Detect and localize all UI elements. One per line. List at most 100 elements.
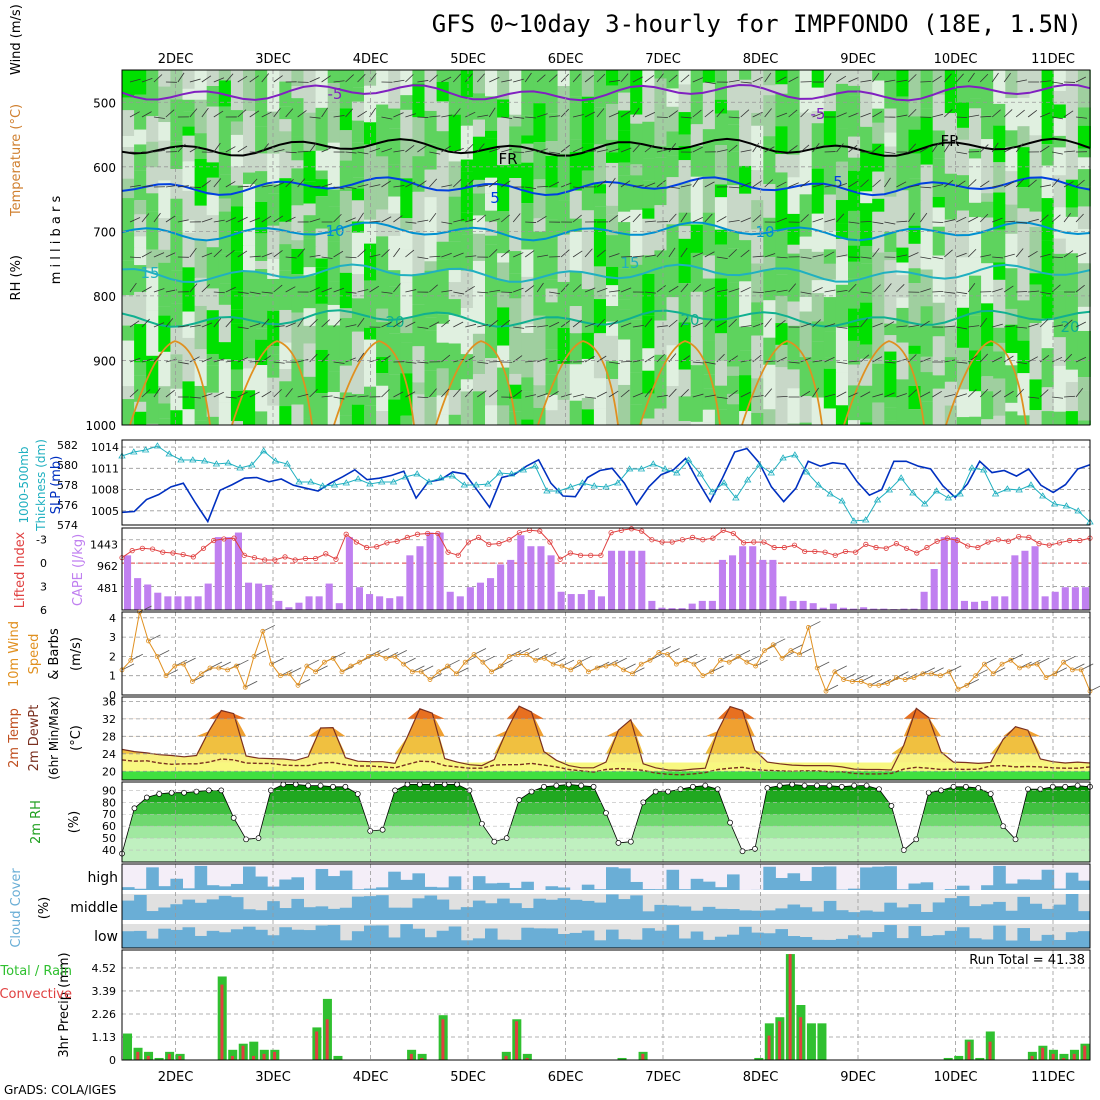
cloud-cover-cell: [690, 878, 704, 890]
rh-cell: [170, 270, 184, 304]
wind-barb: [632, 184, 644, 188]
wind-barb: [608, 320, 619, 328]
rh-cell: [593, 206, 607, 219]
cloud-cover-cell: [279, 879, 292, 890]
wind-barb: [537, 185, 549, 188]
precip-tick-label: 0: [109, 1054, 116, 1067]
li-marker: [832, 552, 838, 558]
cape-bar: [436, 532, 444, 610]
wind-barb: [788, 182, 799, 188]
wind-barb: [824, 72, 832, 83]
rh-cell: [630, 70, 644, 115]
wind-barb: [548, 181, 560, 188]
rh-cell: [727, 321, 741, 367]
thickness-marker: [354, 475, 362, 482]
cape-bar: [376, 596, 384, 610]
rh-cell: [811, 213, 825, 252]
cape-bar: [305, 596, 313, 610]
precip-total-bar: [954, 1055, 964, 1060]
rh-cell: [230, 290, 244, 310]
wind-speed-marker: [700, 673, 706, 679]
li-marker: [588, 552, 594, 558]
cape-bar: [517, 535, 525, 610]
rh-cell: [884, 351, 898, 398]
rh-cell: [327, 281, 341, 305]
wind-barb: [405, 144, 415, 153]
wind-barb: [333, 318, 342, 328]
rh-cell: [557, 70, 571, 87]
rh-cell: [848, 385, 862, 421]
thickness-marker: [200, 457, 209, 464]
rh-cell: [993, 351, 1007, 379]
precip-convective-bar: [1083, 1045, 1087, 1060]
wind-barb: [417, 80, 429, 83]
wind-barb: [129, 389, 139, 398]
cloud-cover-cell: [158, 928, 171, 948]
rh-cell: [1005, 146, 1019, 172]
thickness-marker: [802, 468, 811, 475]
rh-cell: [981, 263, 995, 304]
wind-barb: [393, 112, 404, 118]
li-marker: [1067, 537, 1073, 544]
wind-barb: [776, 395, 788, 398]
li-marker: [282, 554, 288, 560]
rh-cell: [1065, 411, 1079, 425]
rh-cell: [690, 394, 704, 422]
bottom-date-label: 10DEC: [934, 1070, 978, 1085]
cloud-cover-cell: [315, 906, 329, 920]
rh-cell: [388, 196, 402, 214]
rh-cell: [1017, 147, 1031, 188]
rh-cell: [122, 386, 136, 400]
wind-barb: [1015, 388, 1025, 398]
rh-cell: [714, 278, 728, 292]
rh-cell: [787, 154, 801, 178]
rh-cell: [981, 115, 995, 140]
cloud-cover-cell: [206, 899, 220, 920]
wind-speed-marker: [339, 669, 345, 675]
wind-barb: [608, 361, 620, 365]
wind-barb: [656, 116, 668, 118]
wind-speed-marker: [1034, 661, 1040, 667]
li-marker: [965, 543, 971, 549]
li-marker: [465, 539, 472, 545]
precip-convective-bar: [778, 1021, 782, 1060]
wind-speed-marker: [964, 682, 970, 688]
wind-barb: [369, 148, 381, 153]
rh-cell: [1053, 147, 1067, 176]
wind-barb: [848, 77, 859, 83]
rh-cell: [218, 106, 232, 151]
wind-barb: [1075, 388, 1084, 398]
rh-cell: [606, 235, 620, 267]
rh-cell: [1029, 91, 1043, 102]
wind-barb: [273, 75, 283, 83]
rh-cell: [243, 172, 257, 185]
rh-cell: [993, 229, 1007, 263]
rh-cell: [690, 365, 704, 395]
rh-cell: [545, 361, 559, 375]
rh-cell: [1041, 292, 1055, 319]
cape-bar: [870, 608, 878, 610]
cloud-cover-cell: [557, 934, 571, 948]
cape-bar: [476, 582, 484, 610]
rh-cell: [521, 249, 535, 277]
wind-barb: [956, 291, 968, 295]
rh-cell: [969, 158, 983, 203]
rh-cell: [908, 225, 922, 244]
rh-cell: [654, 146, 668, 158]
wind-barb: [489, 389, 499, 398]
li-marker: [190, 554, 196, 560]
rh-cell: [400, 178, 414, 219]
wind-barb: [321, 319, 330, 328]
wind-barb: [992, 288, 1003, 293]
contour-label: 20: [1060, 318, 1079, 336]
rh-cell: [206, 416, 220, 425]
wind-barb: [1039, 214, 1049, 223]
rh-cell: [1029, 177, 1043, 212]
precip-convective-bar: [1051, 1053, 1055, 1060]
cloud-cover-cell: [400, 879, 413, 890]
wind-speed-marker: [524, 652, 530, 657]
wind-barb: [177, 143, 186, 153]
wind-barb: [1039, 112, 1051, 118]
cape-bar: [144, 584, 152, 610]
rh-cell: [279, 309, 293, 343]
